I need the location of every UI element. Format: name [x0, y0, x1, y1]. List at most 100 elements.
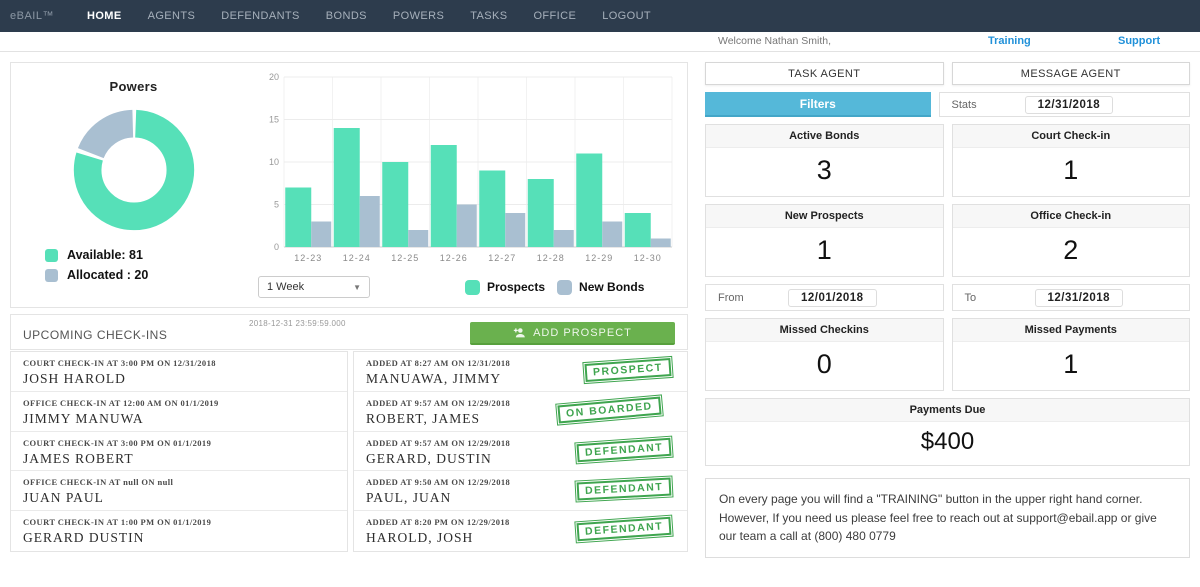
- range-select[interactable]: 1 Week ▼: [258, 276, 370, 298]
- filters-button[interactable]: Filters: [705, 92, 931, 117]
- nav-item-office[interactable]: OFFICE: [533, 10, 577, 22]
- checkin-name: JAMES ROBERT: [23, 450, 134, 466]
- stats-label: Stats: [951, 98, 977, 111]
- from-date-input[interactable]: 12/01/2018: [788, 288, 877, 307]
- added-row[interactable]: ADDED AT 9:57 AM ON 12/29/2018 ROBERT, J…: [354, 392, 687, 432]
- svg-text:12-27: 12-27: [488, 253, 516, 263]
- checkin-row[interactable]: OFFICE CHECK-IN AT null ON null JUAN PAU…: [11, 471, 347, 512]
- added-meta: ADDED AT 9:50 AM ON 12/29/2018: [366, 477, 511, 488]
- nav-item-logout[interactable]: LOGOUT: [602, 10, 652, 22]
- left-column: Powers Available: 81 Allocated : 20: [10, 62, 688, 558]
- available-swatch-icon: [45, 248, 58, 262]
- section-title: UPCOMING CHECK-INS: [23, 328, 168, 342]
- svg-text:15: 15: [269, 115, 279, 125]
- to-date-input[interactable]: 12/31/2018: [1034, 288, 1124, 307]
- checkin-row[interactable]: OFFICE CHECK-IN AT 12:00 AM ON 01/1/2019…: [11, 392, 347, 432]
- checkin-name: GERARD DUSTIN: [23, 530, 145, 546]
- court-checkin-value: 1: [1063, 155, 1079, 185]
- current-timestamp: 2018-12-31 23:59:59.000: [249, 319, 346, 328]
- activity-chart-section: 0 5 10 15 20 12-23 12-24 12-25 12-26 12-27 12-28 12…: [256, 63, 687, 307]
- svg-text:12-28: 12-28: [537, 253, 565, 263]
- added-name: GERARD, DUSTIN: [366, 450, 492, 466]
- welcome-text: Welcome Nathan Smith,: [718, 35, 832, 47]
- prospects-bonds-bar-chart: 0 5 10 15 20 12-23 12-24 12-25 12-26 12-27 12-28 12…: [269, 72, 673, 263]
- svg-text:12-24: 12-24: [343, 253, 371, 263]
- checkin-row[interactable]: COURT CHECK-IN AT 3:00 PM ON 01/1/2019 J…: [11, 432, 347, 472]
- added-meta: ADDED AT 9:57 AM ON 12/29/2018: [366, 437, 511, 448]
- missed-checkins-title: Missed Checkins: [706, 319, 943, 342]
- legend-item-allocated: Allocated : 20: [45, 268, 256, 282]
- svg-text:10: 10: [269, 157, 279, 167]
- checkin-row[interactable]: COURT CHECK-IN AT 1:00 PM ON 01/1/2019 G…: [11, 511, 347, 551]
- checkin-meta: OFFICE CHECK-IN AT 12:00 AM ON 01/1/2019: [23, 397, 219, 408]
- range-select-value: 1 Week: [267, 281, 305, 293]
- add-person-icon: [513, 328, 525, 338]
- new-prospects-card: New Prospects 1: [705, 204, 944, 277]
- checkins-list: COURT CHECK-IN AT 3:00 PM ON 12/31/2018 …: [10, 351, 348, 552]
- bar-chart-legend: Prospects New Bonds: [465, 279, 644, 295]
- powers-legend: Available: 81 Allocated : 20: [45, 248, 256, 282]
- office-checkin-title: Office Check-in: [952, 205, 1189, 228]
- powers-section: Powers Available: 81 Allocated : 20: [11, 63, 256, 307]
- nav-item-home[interactable]: HOME: [86, 10, 122, 22]
- added-row[interactable]: ADDED AT 9:57 AM ON 12/29/2018 GERARD, D…: [354, 432, 687, 472]
- new-prospects-value: 1: [816, 235, 832, 265]
- active-bonds-card: Active Bonds 3: [705, 124, 944, 197]
- checkin-row[interactable]: COURT CHECK-IN AT 3:00 PM ON 12/31/2018 …: [11, 352, 347, 392]
- stats-sidebar: TASK AGENT MESSAGE AGENT Filters Stats 1…: [705, 62, 1190, 558]
- upcoming-checkins-header: UPCOMING CHECK-INS 2018-12-31 23:59:59.0…: [10, 314, 688, 350]
- to-date-card: To 12/31/2018: [951, 284, 1190, 311]
- add-prospect-button[interactable]: ADD PROSPECT: [470, 322, 675, 345]
- prospects-label: Prospects: [487, 280, 546, 294]
- recently-added-list: ADDED AT 8:27 AM ON 12/31/2018 MANUAWA, …: [353, 351, 688, 552]
- added-name: MANUAWA, JIMMY: [366, 371, 502, 386]
- nav-item-powers[interactable]: POWERS: [392, 10, 445, 22]
- new-bonds-swatch-icon: [557, 279, 573, 295]
- nav-item-bonds[interactable]: BONDS: [325, 10, 367, 22]
- checkin-name: JIMMY MANUWA: [23, 410, 144, 426]
- legend-item-prospects: Prospects: [465, 279, 546, 295]
- missed-payments-title: Missed Payments: [952, 319, 1189, 342]
- added-meta: ADDED AT 9:57 AM ON 12/29/2018: [366, 397, 511, 408]
- nav-item-agents[interactable]: AGENTS: [147, 10, 196, 22]
- to-label: To: [964, 291, 977, 304]
- training-link[interactable]: Training: [988, 35, 1031, 47]
- brand-logo: eBAIL™: [10, 10, 54, 22]
- nav-item-defendants[interactable]: DEFENDANTS: [221, 10, 300, 22]
- checkin-meta: COURT CHECK-IN AT 1:00 PM ON 01/1/2019: [23, 517, 212, 528]
- from-label: From: [718, 291, 744, 304]
- message-agent-button[interactable]: MESSAGE AGENT: [951, 62, 1190, 85]
- checkin-name: JOSH HAROLD: [23, 371, 126, 386]
- added-row[interactable]: ADDED AT 8:20 PM ON 12/29/2018 HAROLD, J…: [354, 511, 687, 551]
- svg-text:12-29: 12-29: [585, 253, 613, 263]
- sub-header: Welcome Nathan Smith, Training Support: [0, 32, 1200, 52]
- stats-date-card: Stats 12/31/2018: [938, 92, 1190, 117]
- office-checkin-value: 2: [1063, 235, 1079, 265]
- stats-date-input[interactable]: 12/31/2018: [1024, 95, 1114, 114]
- add-prospect-label: ADD PROSPECT: [533, 326, 632, 339]
- missed-payments-value: 1: [1063, 349, 1079, 379]
- added-name: PAUL, JUAN: [366, 490, 452, 506]
- allocated-swatch-icon: [45, 268, 58, 282]
- from-date-card: From 12/01/2018: [705, 284, 944, 311]
- support-link[interactable]: Support: [1118, 35, 1161, 47]
- added-row[interactable]: ADDED AT 8:27 AM ON 12/31/2018 MANUAWA, …: [354, 352, 687, 392]
- support-note: On every page you will find a "TRAINING"…: [705, 478, 1190, 558]
- nav-item-tasks[interactable]: TASKS: [470, 10, 508, 22]
- svg-text:0: 0: [274, 242, 279, 252]
- added-meta: ADDED AT 8:27 AM ON 12/31/2018: [366, 358, 511, 368]
- prospects-swatch-icon: [465, 279, 480, 295]
- checkin-meta: OFFICE CHECK-IN AT null ON null: [23, 477, 174, 488]
- missed-checkins-value: 0: [816, 349, 832, 379]
- legend-item-new-bonds: New Bonds: [557, 279, 644, 295]
- added-name: HAROLD, JOSH: [366, 530, 474, 546]
- payments-due-card: Payments Due $400: [705, 398, 1190, 466]
- added-row[interactable]: ADDED AT 9:50 AM ON 12/29/2018 PAUL, JUA…: [354, 471, 687, 512]
- checkin-name: JUAN PAUL: [23, 490, 104, 506]
- svg-text:12-30: 12-30: [634, 253, 662, 263]
- new-prospects-title: New Prospects: [706, 205, 943, 228]
- task-agent-button[interactable]: TASK AGENT: [705, 62, 944, 85]
- court-checkin-card: Court Check-in 1: [951, 124, 1190, 197]
- charts-panel: Powers Available: 81 Allocated : 20: [10, 62, 688, 308]
